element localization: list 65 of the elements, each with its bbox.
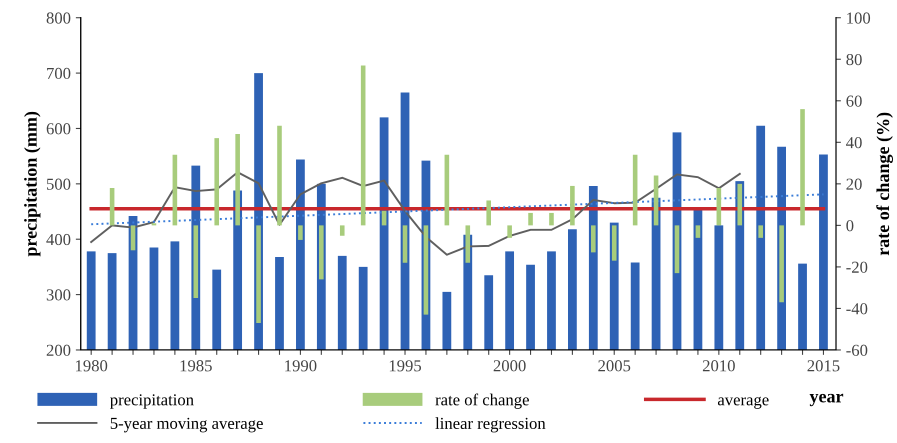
legend-label: average [718, 396, 769, 409]
line-series [90, 171, 741, 256]
y-tick-label: 500 [46, 178, 70, 190]
bar [172, 154, 178, 226]
y2-tick-label: 100 [847, 12, 870, 24]
bar [591, 225, 596, 252]
legend-label: 5-year moving average [110, 418, 263, 432]
y-tick-label: 600 [46, 123, 70, 134]
y2-tick-label: -40 [846, 303, 868, 314]
x-tick-label: 1995 [390, 360, 422, 372]
y2-tick-label: 80 [846, 54, 862, 66]
bar [674, 225, 680, 274]
y-axis-title: precipitation (mm) [24, 112, 40, 256]
bar [130, 225, 136, 250]
bar [528, 212, 533, 226]
bar [424, 225, 428, 315]
bar [716, 188, 722, 226]
bar [737, 184, 742, 226]
bar [194, 225, 198, 298]
bar [402, 225, 408, 263]
y2-tick-label: 60 [846, 95, 862, 107]
bar [256, 225, 261, 323]
bar [214, 138, 220, 226]
bar [696, 225, 700, 238]
bar [360, 65, 366, 226]
bar [235, 134, 240, 226]
y-tick-label: 400 [46, 234, 70, 246]
bar [612, 225, 617, 261]
x-tick-label: 2010 [702, 360, 735, 372]
x-tick-label: 1985 [180, 360, 212, 372]
x-tick-label: 1980 [76, 360, 108, 372]
bar [570, 186, 575, 226]
y-tick-label: 700 [47, 68, 70, 80]
y-tick-label: 300 [46, 289, 70, 301]
y-tick-label: 200 [46, 344, 70, 356]
x-tick-label: 2000 [494, 360, 526, 372]
y2-tick-label: 40 [846, 137, 862, 148]
legend-label: rate of change [435, 394, 529, 409]
bar [340, 225, 345, 236]
bar [507, 225, 512, 238]
bar [444, 154, 450, 226]
y2-tick-label: 20 [846, 178, 862, 190]
bar [486, 200, 492, 226]
bar [779, 225, 784, 302]
bar [382, 210, 386, 226]
y2-tick-label: -20 [846, 262, 868, 273]
x-tick-label: 2015 [808, 360, 840, 372]
legend-label: precipitation [110, 394, 194, 409]
bar [277, 126, 282, 226]
bar [632, 154, 638, 226]
y2-tick-label: 0 [846, 220, 854, 232]
x-tick-label: 2005 [598, 360, 630, 372]
bar [319, 225, 324, 280]
bar [110, 188, 114, 226]
y2-axis-title: rate of change (%) [876, 112, 893, 256]
x-axis-title: year [810, 394, 844, 406]
bar [654, 176, 658, 226]
y-tick-label: 800 [46, 12, 70, 24]
bar [758, 225, 763, 238]
bar [298, 225, 303, 240]
x-tick-label: 1990 [285, 360, 316, 372]
legend-label: linear regression [435, 417, 546, 432]
y2-tick-label: -60 [846, 344, 868, 356]
bar [549, 212, 554, 226]
bar [800, 109, 805, 226]
